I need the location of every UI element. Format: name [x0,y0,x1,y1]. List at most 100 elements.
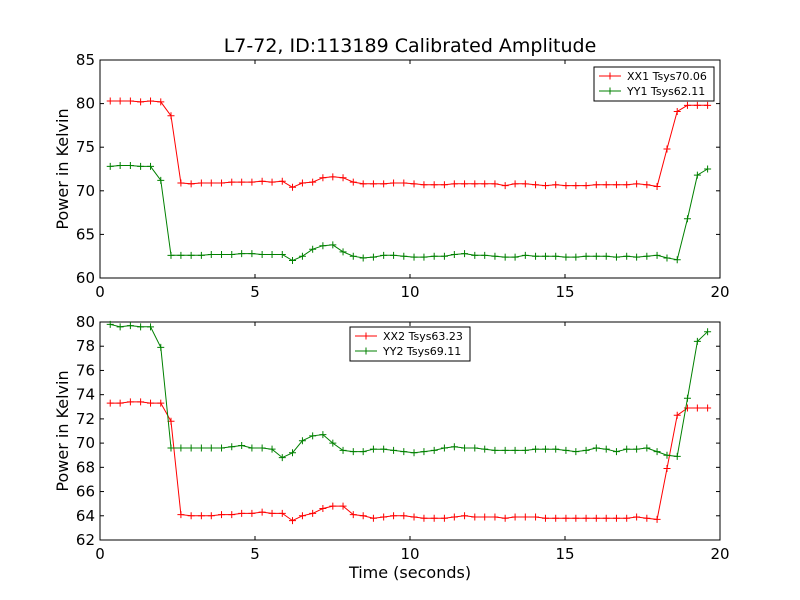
data-point [228,443,236,451]
x-tick-label: 0 [95,545,105,563]
data-point [147,323,155,331]
data-point [450,180,458,188]
data-point [298,179,306,187]
data-point [693,101,701,109]
data-point [339,174,347,182]
data-point [380,180,388,188]
data-point [653,251,661,259]
data-point [137,98,145,106]
data-point [683,215,691,223]
data-point [248,178,256,186]
data-point [410,253,418,261]
data-point [390,251,398,259]
legend: XX2 Tsys63.23 YY2 Tsys69.11 [349,326,471,362]
data-point [390,512,398,520]
data-point [369,445,377,453]
data-point [126,398,134,406]
data-point [623,445,631,453]
data-point [582,182,590,190]
data-point [369,514,377,522]
y-tick-label: 65 [76,225,95,243]
data-point [137,323,145,331]
data-point [450,443,458,451]
data-point [683,404,691,412]
x-tick-label: 20 [710,545,729,563]
data-point [633,513,641,521]
data-point [481,251,489,259]
data-point [116,162,124,170]
y-tick-label: 72 [76,410,95,428]
data-point [491,446,499,454]
legend-marker [606,72,614,80]
data-point [248,250,256,258]
data-point [380,445,388,453]
data-point [663,145,671,153]
data-point [633,253,641,261]
data-point [532,181,540,189]
data-point [663,254,671,262]
data-point [592,252,600,260]
data-point [106,399,114,407]
data-point [147,97,155,105]
x-tick-label: 10 [400,283,419,301]
data-point [147,399,155,407]
data-point [602,445,610,453]
legend-label: YY1 Tsys62.11 [626,85,705,98]
data-point [461,180,469,188]
data-point [562,514,570,522]
legend-marker [362,347,370,355]
data-point [339,248,347,256]
data-point [420,181,428,189]
data-point [218,444,226,452]
data-point [521,180,529,188]
data-point [501,182,509,190]
data-point [683,394,691,402]
data-point [541,182,549,190]
data-point [268,178,276,186]
data-point [278,509,286,517]
data-point [572,448,580,456]
data-point [501,446,509,454]
data-point [197,179,205,187]
data-point [359,180,367,188]
data-point [430,252,438,260]
data-point [440,181,448,189]
y-tick-label: 76 [76,361,95,379]
data-point [289,449,297,457]
data-point [167,251,175,259]
data-point [461,512,469,520]
data-point [167,112,175,120]
data-point [511,513,519,521]
data-point [137,162,145,170]
data-point [177,179,185,187]
x-tick-label: 15 [555,283,574,301]
data-point [693,337,701,345]
data-point [157,399,165,407]
data-point [410,180,418,188]
data-point [329,502,337,510]
data-point [572,182,580,190]
data-point [420,253,428,261]
data-point [461,250,469,258]
data-point [238,442,246,450]
x-tick-label: 5 [250,545,260,563]
data-point [238,178,246,186]
data-point [157,176,165,184]
data-point [693,404,701,412]
data-point [289,183,297,191]
data-point [440,444,448,452]
data-point [126,322,134,330]
data-point [248,509,256,517]
data-point [562,253,570,261]
data-point [319,431,327,439]
data-point [673,411,681,419]
data-point [673,256,681,264]
data-point [663,451,671,459]
data-point [349,511,357,519]
legend: XX1 Tsys70.06 YY1 Tsys62.11 [593,66,715,102]
data-point [400,252,408,260]
data-point [258,508,266,516]
data-point [592,514,600,522]
data-point [228,511,236,519]
data-point [390,179,398,187]
